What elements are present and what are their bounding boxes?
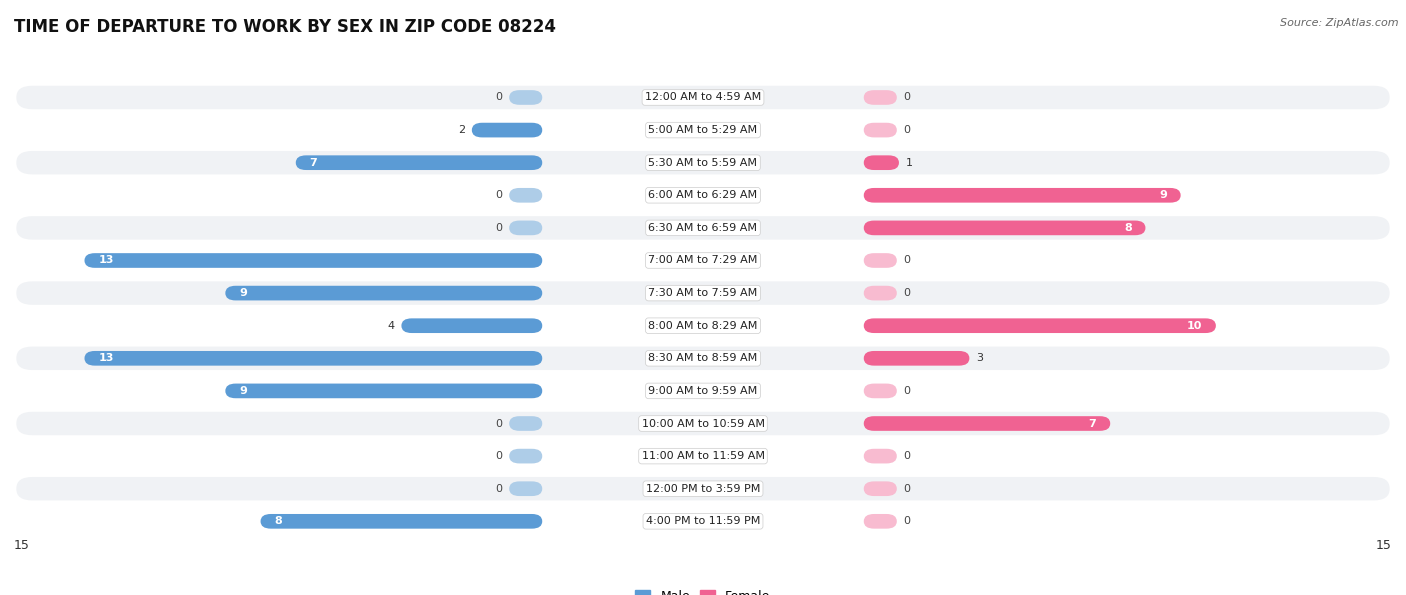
FancyBboxPatch shape xyxy=(84,351,543,366)
FancyBboxPatch shape xyxy=(509,221,543,235)
Text: 6:30 AM to 6:59 AM: 6:30 AM to 6:59 AM xyxy=(648,223,758,233)
FancyBboxPatch shape xyxy=(863,253,897,268)
Text: 5:30 AM to 5:59 AM: 5:30 AM to 5:59 AM xyxy=(648,158,758,168)
FancyBboxPatch shape xyxy=(17,118,1389,142)
Text: 2: 2 xyxy=(458,125,465,135)
Text: 8: 8 xyxy=(274,516,283,527)
Text: 1: 1 xyxy=(905,158,912,168)
Text: 6:00 AM to 6:29 AM: 6:00 AM to 6:29 AM xyxy=(648,190,758,201)
Text: 13: 13 xyxy=(98,353,114,364)
FancyBboxPatch shape xyxy=(17,379,1389,403)
Text: 9: 9 xyxy=(239,288,247,298)
Text: 12:00 AM to 4:59 AM: 12:00 AM to 4:59 AM xyxy=(645,92,761,102)
FancyBboxPatch shape xyxy=(509,416,543,431)
Text: 9: 9 xyxy=(239,386,247,396)
FancyBboxPatch shape xyxy=(17,444,1389,468)
FancyBboxPatch shape xyxy=(863,384,897,398)
FancyBboxPatch shape xyxy=(509,90,543,105)
Text: 4:00 PM to 11:59 PM: 4:00 PM to 11:59 PM xyxy=(645,516,761,527)
Text: TIME OF DEPARTURE TO WORK BY SEX IN ZIP CODE 08224: TIME OF DEPARTURE TO WORK BY SEX IN ZIP … xyxy=(14,18,555,36)
FancyBboxPatch shape xyxy=(863,416,1111,431)
FancyBboxPatch shape xyxy=(401,318,543,333)
FancyBboxPatch shape xyxy=(863,221,1146,235)
Text: 0: 0 xyxy=(495,190,502,201)
FancyBboxPatch shape xyxy=(863,155,898,170)
FancyBboxPatch shape xyxy=(863,514,897,528)
FancyBboxPatch shape xyxy=(17,183,1389,207)
FancyBboxPatch shape xyxy=(225,286,543,300)
Text: 4: 4 xyxy=(388,321,395,331)
Text: 9: 9 xyxy=(1159,190,1167,201)
Text: 7: 7 xyxy=(309,158,318,168)
Text: 11:00 AM to 11:59 AM: 11:00 AM to 11:59 AM xyxy=(641,451,765,461)
Text: 0: 0 xyxy=(495,484,502,494)
Text: 0: 0 xyxy=(495,92,502,102)
Text: 0: 0 xyxy=(904,484,911,494)
FancyBboxPatch shape xyxy=(472,123,543,137)
Text: 0: 0 xyxy=(904,288,911,298)
FancyBboxPatch shape xyxy=(863,188,1181,203)
FancyBboxPatch shape xyxy=(17,412,1389,436)
Text: 0: 0 xyxy=(904,451,911,461)
Text: 0: 0 xyxy=(904,255,911,265)
FancyBboxPatch shape xyxy=(17,477,1389,500)
FancyBboxPatch shape xyxy=(863,286,897,300)
FancyBboxPatch shape xyxy=(863,90,897,105)
FancyBboxPatch shape xyxy=(509,449,543,464)
Text: 8:00 AM to 8:29 AM: 8:00 AM to 8:29 AM xyxy=(648,321,758,331)
Text: 8:30 AM to 8:59 AM: 8:30 AM to 8:59 AM xyxy=(648,353,758,364)
Text: 15: 15 xyxy=(14,539,30,552)
Text: 7: 7 xyxy=(1088,418,1097,428)
Text: 3: 3 xyxy=(976,353,983,364)
FancyBboxPatch shape xyxy=(863,449,897,464)
Text: 7:30 AM to 7:59 AM: 7:30 AM to 7:59 AM xyxy=(648,288,758,298)
FancyBboxPatch shape xyxy=(17,314,1389,337)
FancyBboxPatch shape xyxy=(863,481,897,496)
Text: 7:00 AM to 7:29 AM: 7:00 AM to 7:29 AM xyxy=(648,255,758,265)
Text: 0: 0 xyxy=(495,223,502,233)
Text: Source: ZipAtlas.com: Source: ZipAtlas.com xyxy=(1281,18,1399,28)
Legend: Male, Female: Male, Female xyxy=(630,585,776,595)
Text: 0: 0 xyxy=(904,386,911,396)
Text: 10: 10 xyxy=(1187,321,1202,331)
FancyBboxPatch shape xyxy=(17,346,1389,370)
Text: 10:00 AM to 10:59 AM: 10:00 AM to 10:59 AM xyxy=(641,418,765,428)
FancyBboxPatch shape xyxy=(509,188,543,203)
Text: 13: 13 xyxy=(98,255,114,265)
FancyBboxPatch shape xyxy=(225,384,543,398)
FancyBboxPatch shape xyxy=(84,253,543,268)
Text: 0: 0 xyxy=(495,418,502,428)
FancyBboxPatch shape xyxy=(863,123,897,137)
Text: 8: 8 xyxy=(1123,223,1132,233)
FancyBboxPatch shape xyxy=(17,249,1389,273)
FancyBboxPatch shape xyxy=(863,318,1216,333)
Text: 9:00 AM to 9:59 AM: 9:00 AM to 9:59 AM xyxy=(648,386,758,396)
Text: 12:00 PM to 3:59 PM: 12:00 PM to 3:59 PM xyxy=(645,484,761,494)
Text: 15: 15 xyxy=(1376,539,1392,552)
Text: 0: 0 xyxy=(904,516,911,527)
FancyBboxPatch shape xyxy=(509,481,543,496)
FancyBboxPatch shape xyxy=(17,86,1389,109)
Text: 0: 0 xyxy=(904,92,911,102)
FancyBboxPatch shape xyxy=(863,351,969,366)
Text: 0: 0 xyxy=(904,125,911,135)
FancyBboxPatch shape xyxy=(17,151,1389,174)
FancyBboxPatch shape xyxy=(17,281,1389,305)
FancyBboxPatch shape xyxy=(295,155,543,170)
Text: 0: 0 xyxy=(495,451,502,461)
FancyBboxPatch shape xyxy=(17,216,1389,240)
Text: 5:00 AM to 5:29 AM: 5:00 AM to 5:29 AM xyxy=(648,125,758,135)
FancyBboxPatch shape xyxy=(17,509,1389,533)
FancyBboxPatch shape xyxy=(260,514,543,528)
